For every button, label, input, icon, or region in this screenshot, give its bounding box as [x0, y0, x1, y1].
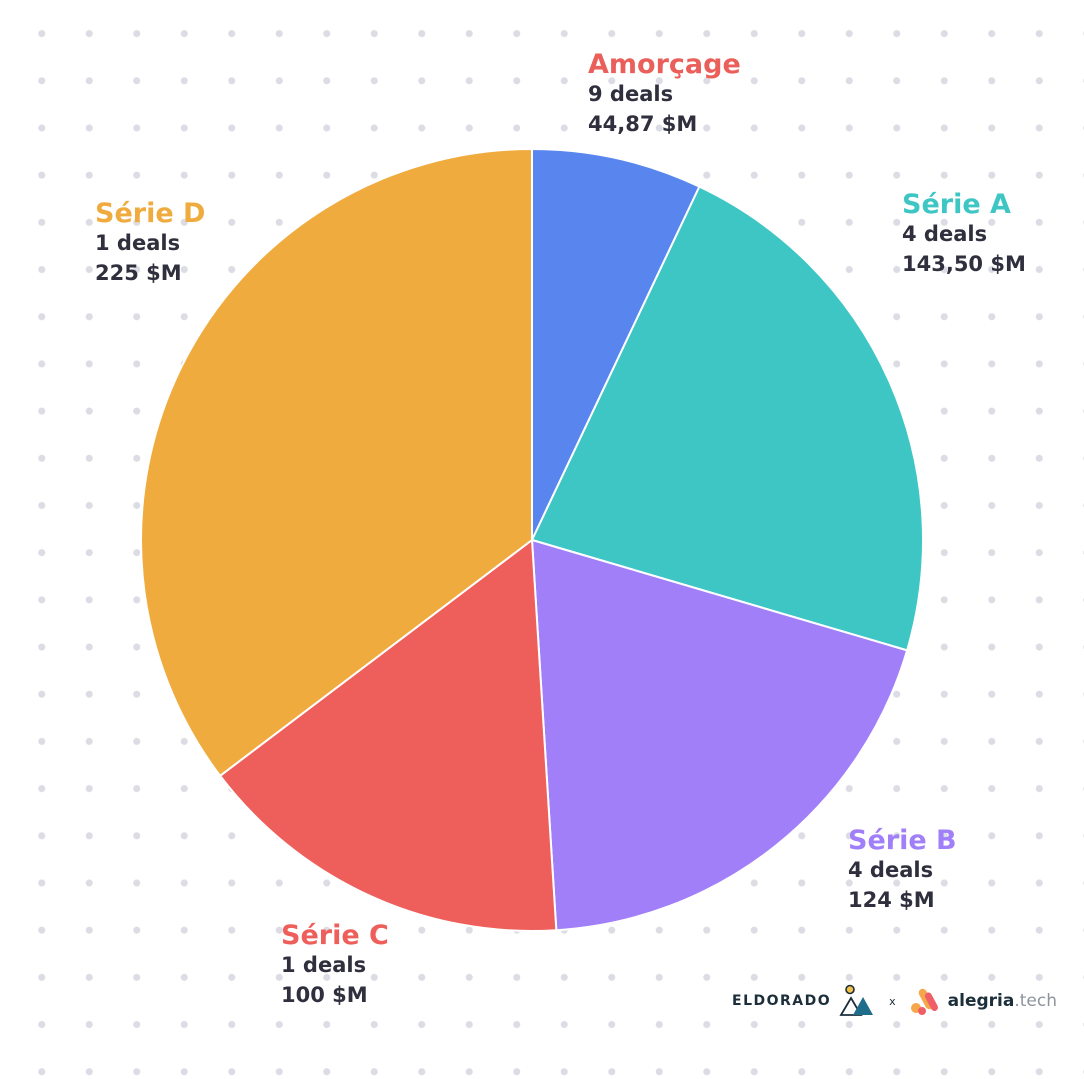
slice-name: Série B — [848, 825, 957, 856]
alegria-wordmark: alegria — [947, 991, 1015, 1011]
pie-slice-1 — [531, 185, 924, 652]
slice-deals: 4 deals — [848, 858, 934, 882]
slice-name: Série C — [281, 920, 389, 951]
pie-slice-0 — [531, 148, 701, 541]
label-serie-d: Série D 1 deals 225 $M — [95, 200, 205, 293]
slice-amount: 143,50 $M — [902, 252, 1026, 276]
alegria-logo-icon — [910, 988, 938, 1015]
slice-deals: 9 deals — [588, 82, 674, 106]
label-serie-c: Série C 1 deals 100 $M — [281, 922, 389, 1015]
slice-amount: 124 $M — [848, 888, 935, 912]
slice-name: Amorçage — [588, 49, 741, 80]
slice-amount: 100 $M — [281, 983, 368, 1007]
slice-name: Série D — [95, 198, 206, 229]
alegria-wordmark-suffix: .tech — [1014, 991, 1058, 1011]
slice-deals: 4 deals — [902, 222, 988, 246]
label-amorcage: Amorçage 9 deals 44,87 $M — [588, 51, 741, 144]
pie-slice-4 — [140, 148, 533, 777]
footer-logos: ELDORADO x alegria .tech — [732, 984, 1057, 1018]
pie-slice-3 — [219, 539, 558, 932]
eldorado-mountain-icon — [839, 984, 874, 1016]
logo-separator: x — [889, 994, 896, 1008]
slice-deals: 1 deals — [281, 953, 367, 977]
pie-slice-2 — [531, 539, 909, 932]
slice-deals: 1 deals — [95, 231, 181, 255]
slice-amount: 44,87 $M — [588, 112, 698, 136]
slice-amount: 225 $M — [95, 261, 182, 285]
eldorado-wordmark: ELDORADO — [732, 993, 832, 1009]
slice-name: Série A — [902, 189, 1011, 220]
label-serie-a: Série A 4 deals 143,50 $M — [902, 191, 1026, 284]
label-serie-b: Série B 4 deals 124 $M — [848, 827, 957, 920]
